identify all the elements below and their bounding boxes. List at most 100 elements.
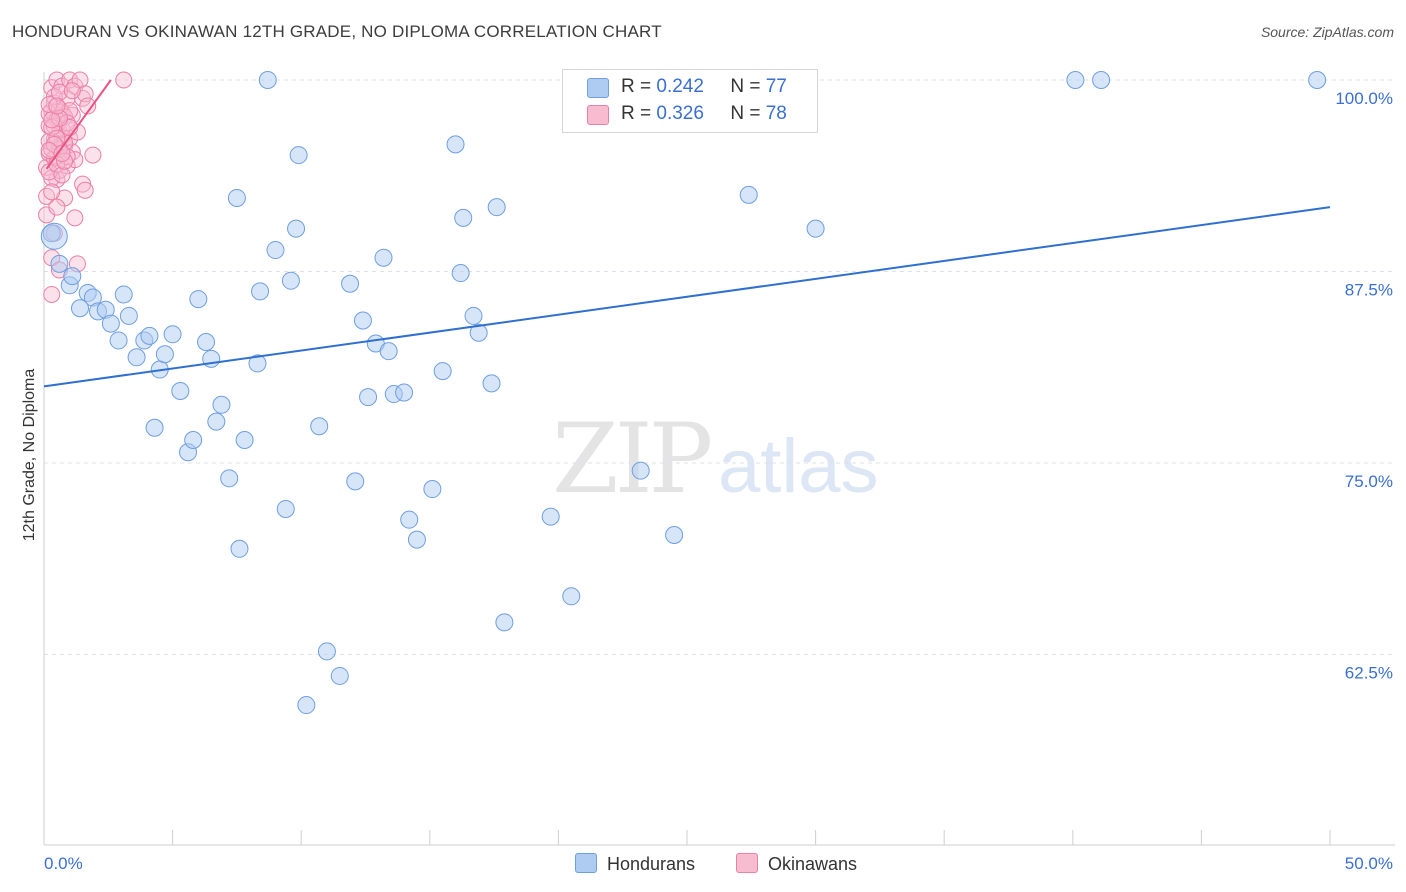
- axes: [43, 72, 1395, 846]
- hondurans-point: [155, 345, 174, 364]
- hondurans-point: [407, 530, 426, 549]
- hondurans-point: [289, 146, 308, 165]
- hondurans-point: [317, 642, 336, 661]
- hondurans-point: [189, 290, 208, 309]
- r-label: R =: [621, 76, 657, 97]
- hondurans-point: [451, 264, 470, 283]
- hondurans-point: [287, 219, 306, 238]
- okinawans-point: [53, 166, 71, 184]
- stats-row-okinawans: R = 0.326 N = 78: [563, 101, 817, 127]
- hondurans-point: [341, 274, 360, 293]
- pink-swatch: [736, 853, 758, 873]
- hondurans-point: [541, 507, 560, 526]
- hondurans-point: [171, 381, 190, 400]
- legend-item-hondurans: Hondurans: [575, 853, 695, 875]
- hondurans-point: [359, 388, 378, 407]
- hondurans-point: [806, 219, 825, 238]
- hondurans-point: [1066, 71, 1085, 89]
- hondurans-point: [184, 431, 203, 450]
- hondurans-point: [631, 461, 650, 480]
- legend-item-okinawans: Okinawans: [736, 853, 857, 875]
- hondurans-point: [258, 71, 277, 89]
- hondurans-point: [119, 306, 138, 325]
- okinawans-point: [43, 183, 61, 201]
- okinawans-point: [84, 146, 102, 164]
- hondurans-point: [276, 499, 295, 518]
- hondurans-point: [230, 539, 249, 558]
- hondurans-point: [248, 354, 267, 373]
- svg-text:ZIP: ZIP: [552, 403, 711, 515]
- hondurans-point: [63, 267, 82, 286]
- hondurans-point: [482, 374, 501, 393]
- n-value: 78: [765, 103, 787, 124]
- okinawans-point: [76, 181, 94, 199]
- hondurans-point: [487, 198, 506, 217]
- hondurans-point: [114, 285, 133, 304]
- hondurans-point: [433, 362, 452, 381]
- y-tick-label: 62.5%: [1345, 664, 1393, 683]
- hondurans-point: [109, 331, 128, 350]
- pink-swatch: [587, 105, 609, 125]
- hondurans-point: [281, 271, 300, 290]
- hondurans-point: [739, 185, 758, 204]
- r-value: 0.326: [656, 103, 704, 124]
- hondurans-point: [1308, 71, 1327, 89]
- x-tick-label: 50.0%: [1345, 854, 1393, 873]
- chart-title: HONDURAN VS OKINAWAN 12TH GRADE, NO DIPL…: [12, 22, 662, 41]
- hondurans-point: [379, 342, 398, 361]
- hondurans-trend-line: [43, 206, 1331, 388]
- hondurans-point: [454, 208, 473, 227]
- svg-text:atlas: atlas: [718, 424, 879, 509]
- n-value: 77: [765, 76, 787, 97]
- hondurans-point: [469, 323, 488, 342]
- trend-lines: [43, 79, 1331, 388]
- hondurans-point: [330, 666, 349, 685]
- hondurans-point: [374, 248, 393, 267]
- legend-label: Hondurans: [607, 854, 696, 874]
- okinawans-trend-line: [45, 79, 112, 170]
- zipatlas-watermark: ZIP atlas: [552, 403, 879, 515]
- okinawans-point: [48, 198, 66, 216]
- hondurans-point: [227, 188, 246, 207]
- hondurans-point: [50, 254, 69, 273]
- hondurans-point: [297, 696, 316, 715]
- blue-swatch: [587, 78, 609, 98]
- n-label: N =: [730, 103, 766, 124]
- y-tick-label: 87.5%: [1345, 281, 1393, 300]
- hondurans-point: [207, 412, 226, 431]
- grid-lines: [44, 79, 1395, 655]
- hondurans-point: [562, 587, 581, 606]
- hondurans-point: [145, 418, 164, 437]
- hondurans-point: [495, 613, 514, 632]
- hondurans-point: [40, 222, 68, 250]
- y-tick-label: 100.0%: [1335, 89, 1393, 108]
- hondurans-point: [140, 326, 159, 345]
- okinawans-point: [38, 187, 56, 205]
- okinawans-point: [53, 145, 71, 163]
- hondurans-point: [127, 348, 146, 367]
- okinawans-point: [50, 83, 68, 101]
- hondurans-point: [464, 306, 483, 325]
- hondurans-point: [163, 325, 182, 344]
- hondurans-point: [71, 299, 90, 318]
- hondurans-point: [220, 469, 239, 488]
- hondurans-point: [197, 332, 216, 351]
- hondurans-point: [446, 135, 465, 154]
- hondurans-point: [1092, 71, 1111, 89]
- legend-label: Okinawans: [768, 854, 858, 874]
- n-label: N =: [730, 76, 766, 97]
- okinawans-point: [63, 82, 81, 100]
- okinawans-point: [40, 141, 58, 159]
- hondurans-point: [101, 314, 120, 333]
- hondurans-point: [423, 480, 442, 499]
- blue-swatch: [575, 853, 597, 873]
- okinawans-point: [66, 209, 84, 227]
- hondurans-point: [353, 311, 372, 330]
- okinawans-point: [115, 71, 133, 89]
- hondurans-point: [665, 526, 684, 545]
- x-tick-label: 0.0%: [44, 854, 83, 873]
- source-credit: Source: ZipAtlas.com: [1260, 24, 1394, 40]
- tick-labels: 100.0% 87.5% 75.0% 62.5% 0.0% 50.0%: [44, 89, 1393, 873]
- hondurans-point: [212, 395, 231, 414]
